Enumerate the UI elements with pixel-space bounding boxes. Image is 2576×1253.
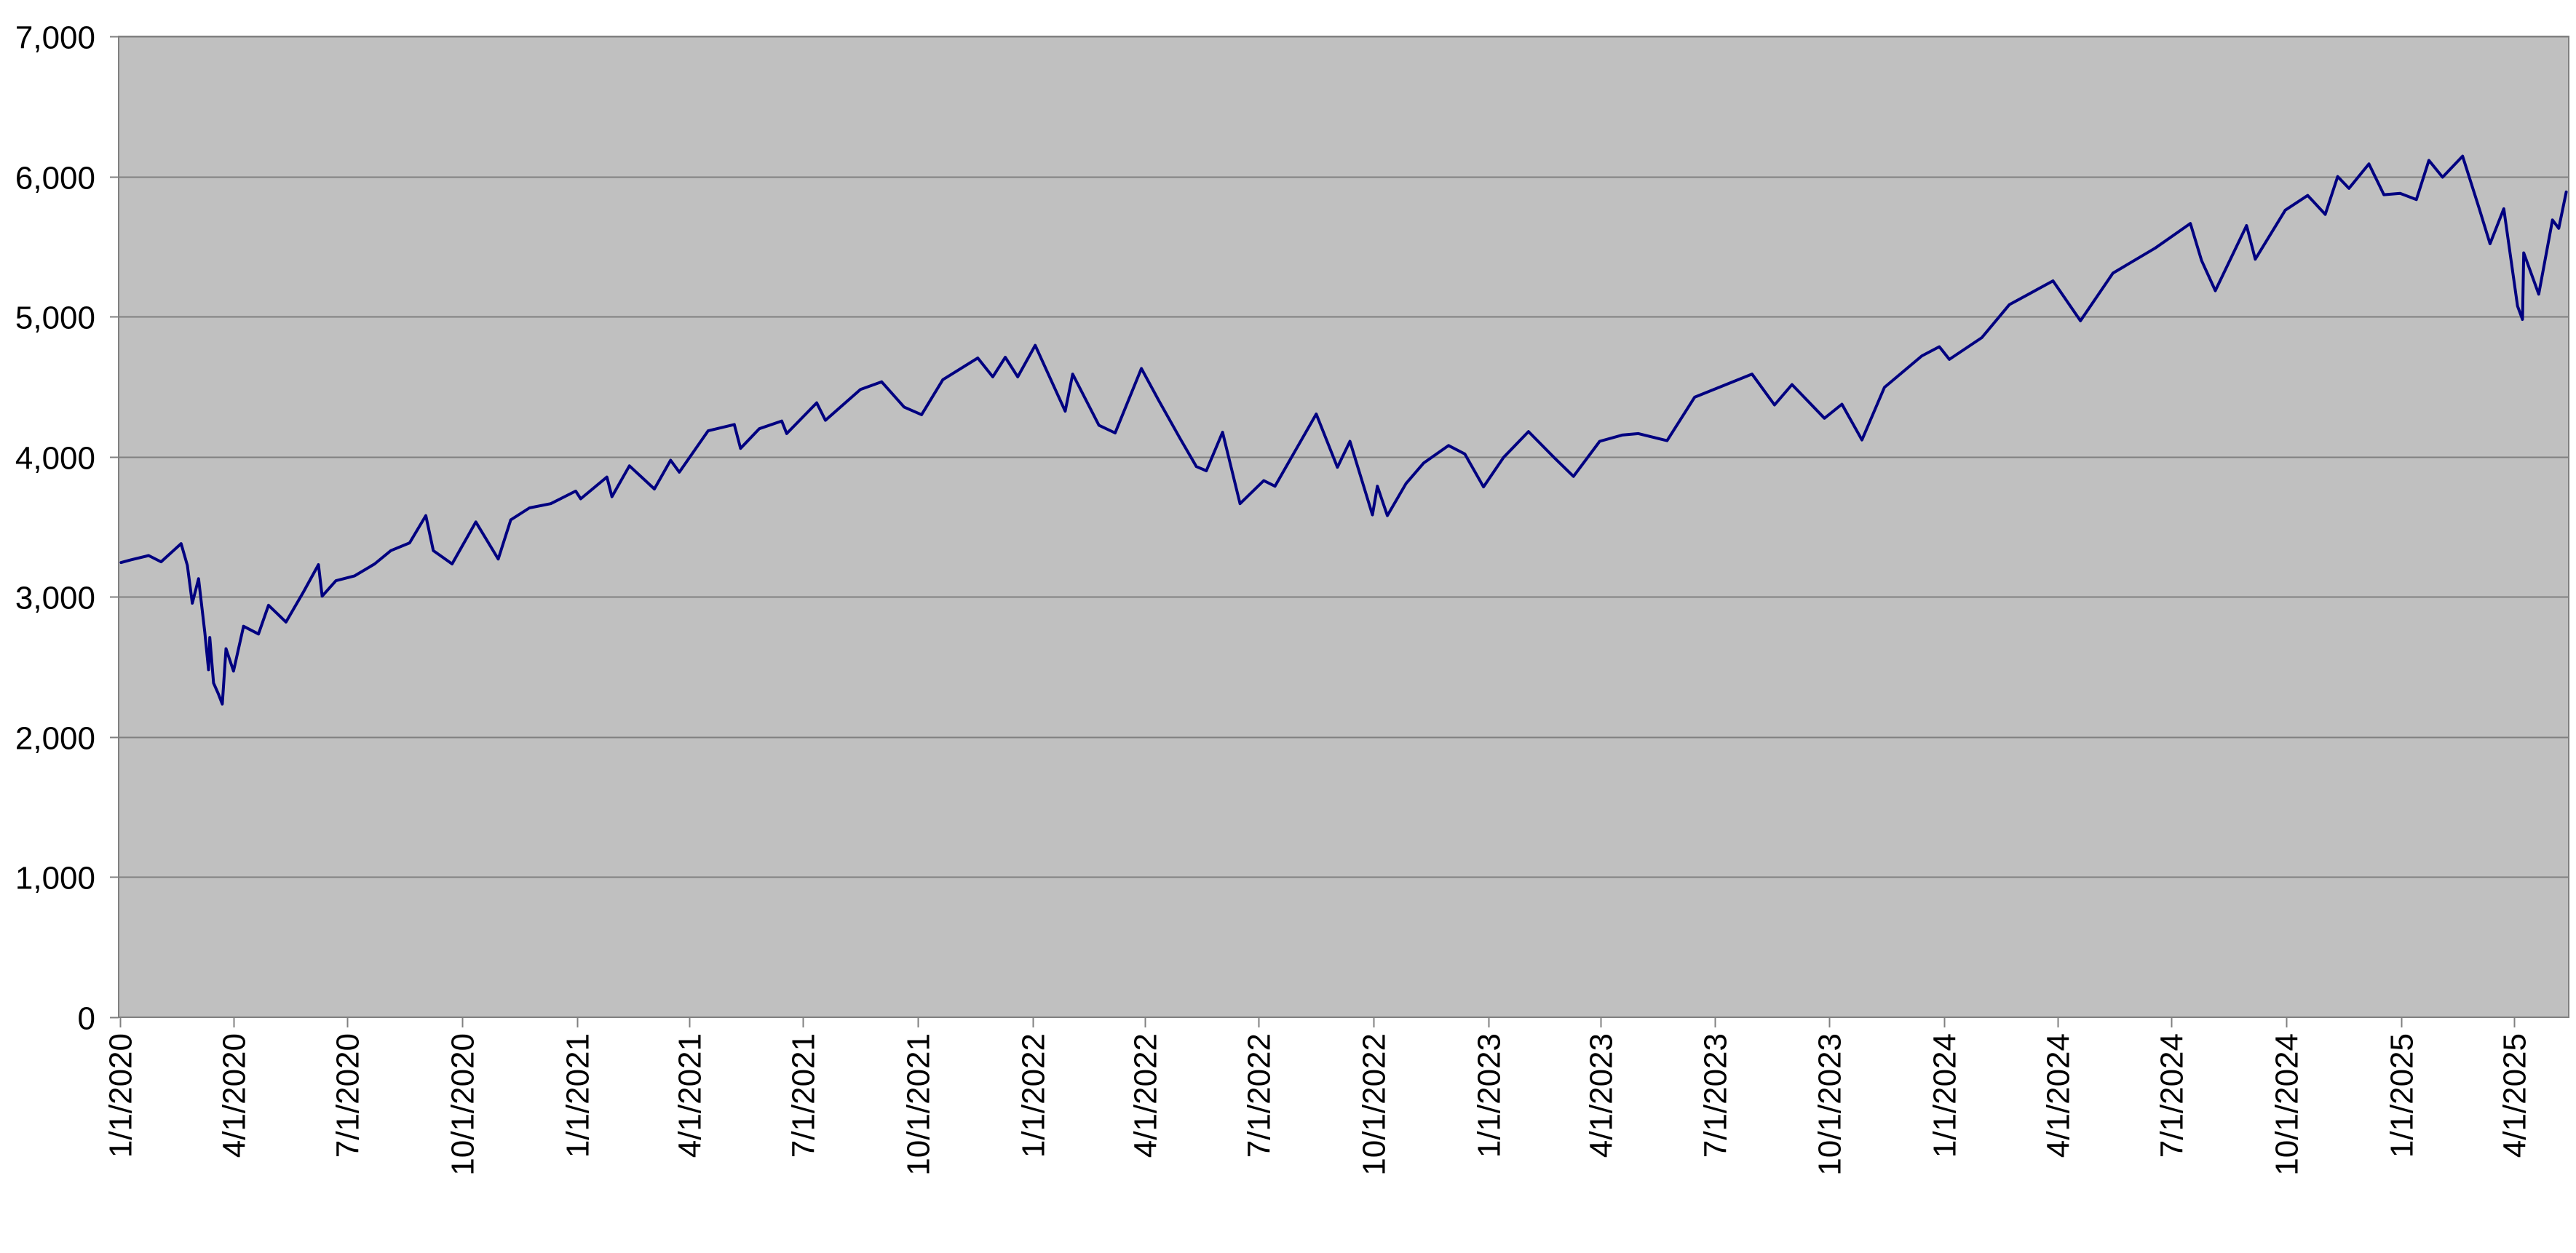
y-tick-label: 3,000 xyxy=(15,581,95,616)
y-tick-label: 5,000 xyxy=(15,301,95,336)
x-tick-label: 1/1/2024 xyxy=(1927,1033,1963,1158)
x-tick-label: 10/1/2023 xyxy=(1812,1033,1848,1176)
x-tick-label: 7/1/2021 xyxy=(786,1033,822,1158)
x-tick-label: 1/1/2020 xyxy=(103,1033,139,1158)
x-tick-labels: 1/1/2020 4/1/2020 7/1/2020 10/1/2020 1/1/202… xyxy=(103,1033,2533,1176)
plot-area xyxy=(119,36,2569,1017)
x-tick-label: 1/1/2022 xyxy=(1016,1033,1052,1158)
y-tick-label: 1,000 xyxy=(15,861,95,896)
y-tick-label: 7,000 xyxy=(15,20,95,56)
y-tick-label: 0 xyxy=(78,1001,95,1037)
x-tick-label: 4/1/2022 xyxy=(1128,1033,1164,1158)
series-line xyxy=(119,154,2568,706)
axes xyxy=(110,36,2569,1027)
x-tick-label: 10/1/2022 xyxy=(1357,1033,1392,1176)
x-tick-label: 1/1/2023 xyxy=(1472,1033,1507,1158)
y-tick-label: 4,000 xyxy=(15,441,95,477)
x-tick-label: 1/1/2025 xyxy=(2385,1033,2420,1158)
x-tick-label: 4/1/2024 xyxy=(2041,1033,2077,1158)
x-tick-label: 7/1/2022 xyxy=(1242,1033,1277,1158)
x-tick-label: 4/1/2023 xyxy=(1584,1033,1620,1158)
x-tick-label: 7/1/2023 xyxy=(1698,1033,1734,1158)
series-layer xyxy=(119,154,2568,706)
x-tick-label: 7/1/2020 xyxy=(330,1033,366,1158)
plot-border xyxy=(118,36,2569,1018)
y-tick-label: 2,000 xyxy=(15,721,95,757)
x-tick-label: 4/1/2020 xyxy=(217,1033,253,1158)
x-tick-label: 10/1/2021 xyxy=(901,1033,937,1176)
x-tick-label: 7/1/2024 xyxy=(2155,1033,2190,1158)
x-tick-label: 10/1/2024 xyxy=(2270,1033,2305,1176)
x-tick-label: 4/1/2025 xyxy=(2497,1033,2533,1158)
y-tick-label: 6,000 xyxy=(15,161,95,196)
x-tick-label: 4/1/2021 xyxy=(673,1033,708,1158)
y-tick-labels: 0 1,000 2,000 3,000 4,000 5,000 6,000 7,000 xyxy=(15,20,95,1037)
x-tick-label: 10/1/2020 xyxy=(445,1033,481,1176)
x-tick-label: 1/1/2021 xyxy=(560,1033,596,1158)
